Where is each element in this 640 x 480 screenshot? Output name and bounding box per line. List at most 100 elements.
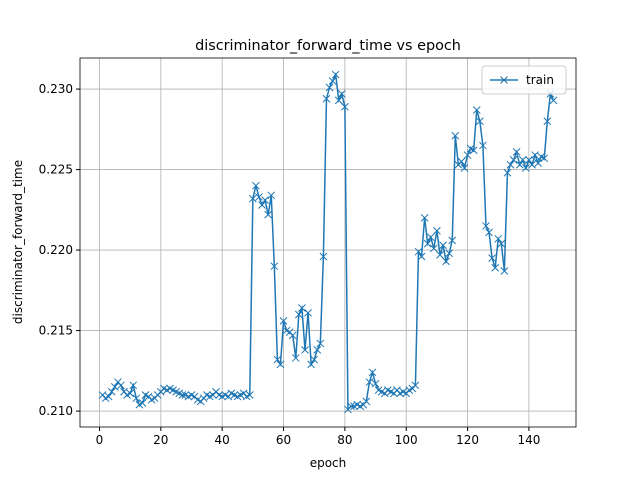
marker (426, 233, 435, 242)
x-tick-label: 0 (96, 433, 104, 447)
marker (491, 263, 500, 272)
chart-title: discriminator_forward_time vs epoch (195, 38, 461, 54)
line (102, 71, 555, 412)
marker (411, 381, 420, 390)
marker (132, 394, 141, 403)
marker (488, 254, 496, 262)
marker (420, 214, 429, 222)
marker (325, 83, 334, 92)
x-tick-label: 100 (395, 433, 418, 447)
marker (540, 154, 549, 163)
marker (334, 96, 343, 105)
marker (328, 77, 337, 85)
marker (298, 304, 306, 312)
marker (313, 346, 322, 354)
marker (445, 249, 454, 258)
marker (457, 157, 466, 166)
marker (341, 102, 349, 111)
x-tick-label: 120 (456, 433, 479, 447)
marker (528, 160, 536, 169)
marker (245, 391, 254, 399)
marker (310, 355, 319, 364)
marker (482, 222, 490, 230)
marker (439, 241, 447, 250)
marker (117, 381, 125, 390)
marker (451, 131, 460, 140)
marker (485, 228, 493, 237)
legend-box (481, 65, 567, 95)
marker (129, 381, 138, 390)
marker (331, 70, 340, 79)
marker (448, 236, 457, 245)
legend-label: train (526, 73, 554, 87)
x-tick-label: 140 (517, 433, 540, 447)
marker (534, 159, 542, 167)
marker (500, 267, 509, 275)
marker (322, 94, 331, 103)
marker (291, 354, 300, 362)
marker (258, 201, 266, 209)
marker (261, 196, 269, 205)
y-axis-label: discriminator_forward_time (11, 160, 25, 324)
marker (512, 148, 521, 156)
marker (472, 106, 481, 114)
x-axis-label: epoch (310, 456, 347, 470)
marker (463, 151, 472, 159)
marker (304, 309, 312, 317)
marker (509, 156, 518, 164)
marker (138, 399, 147, 407)
marker (295, 310, 303, 319)
marker (264, 210, 273, 219)
marker (549, 96, 558, 105)
marker (518, 156, 527, 164)
marker (337, 90, 346, 98)
marker (273, 355, 282, 364)
marker (543, 117, 552, 126)
marker (267, 191, 276, 200)
marker (319, 252, 328, 261)
marker (365, 378, 374, 386)
marker (347, 402, 355, 411)
marker (362, 397, 371, 406)
marker (255, 193, 263, 201)
marker (503, 168, 512, 177)
marker (178, 391, 187, 399)
marker (104, 392, 113, 401)
axes-frame (79, 57, 577, 428)
marker (479, 141, 487, 150)
y-tick-label: 0.210 (39, 404, 73, 418)
marker (429, 244, 438, 253)
marker (301, 346, 309, 354)
marker (469, 146, 478, 155)
marker (110, 383, 119, 391)
marker (494, 234, 503, 243)
marker (475, 117, 484, 126)
marker (521, 164, 530, 172)
marker (417, 252, 426, 261)
marker (525, 156, 533, 164)
marker (506, 160, 515, 169)
marker (288, 331, 297, 340)
marker (368, 368, 377, 377)
marker (126, 389, 135, 398)
x-tick-label: 40 (215, 433, 230, 447)
marker (433, 226, 441, 235)
marker (414, 247, 423, 256)
marker (515, 160, 524, 169)
marker (460, 164, 469, 172)
marker (107, 387, 116, 396)
marker (279, 317, 288, 325)
marker (252, 181, 260, 190)
marker (270, 262, 279, 271)
marker (307, 360, 315, 369)
marker (497, 239, 506, 248)
marker (248, 194, 257, 203)
marker (371, 379, 380, 388)
y-tick-label: 0.215 (39, 324, 73, 338)
y-tick-label: 0.220 (39, 243, 73, 257)
marker (531, 151, 539, 159)
x-tick-label: 60 (276, 433, 291, 447)
x-tick-label: 80 (337, 433, 352, 447)
y-tick-label: 0.230 (39, 82, 73, 96)
